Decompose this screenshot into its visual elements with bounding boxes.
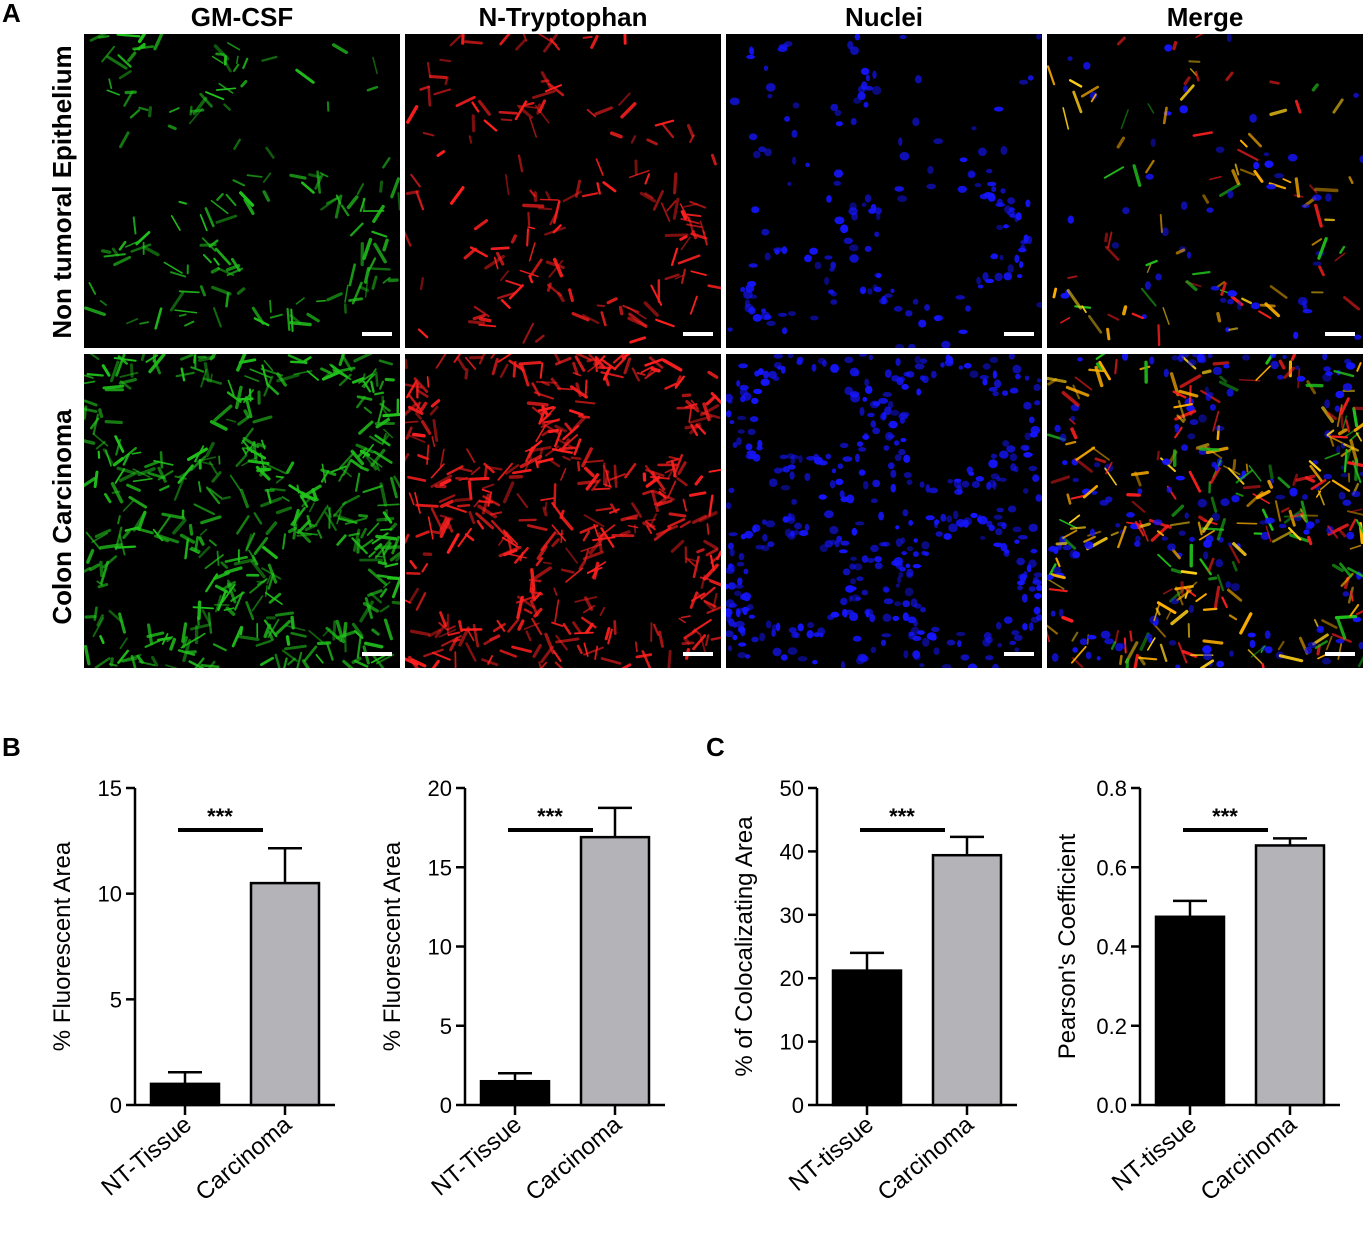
x-category-label: NT-tissue: [784, 1111, 879, 1197]
bar-0: [479, 1079, 551, 1107]
micrograph-nt-n-tryptophan: [405, 34, 721, 348]
significance-stars: ***: [889, 804, 915, 829]
x-category-label: NT-Tissue: [426, 1111, 526, 1201]
column-title-merge: Merge: [1166, 2, 1244, 32]
row-title-colon-carcinoma: Colon Carcinoma: [47, 409, 77, 625]
significance-stars: ***: [537, 804, 563, 829]
scale-bar: [362, 332, 392, 336]
y-tick-label: 0.4: [1096, 935, 1127, 960]
significance-stars: ***: [1212, 804, 1238, 829]
y-tick-label: 50: [780, 776, 804, 801]
micrograph-nt-gm-csf: [84, 34, 400, 348]
column-title-gm-csf: GM-CSF: [190, 2, 294, 32]
y-tick-label: 10: [98, 882, 122, 907]
x-category-label: Carcinoma: [191, 1110, 298, 1206]
micrograph-nt-merge: [1047, 34, 1363, 348]
y-axis-label: % Fluorescent Area: [379, 841, 406, 1051]
y-tick-label: 0.8: [1096, 776, 1127, 801]
bar-0: [149, 1082, 221, 1107]
x-category-label: Carcinoma: [1196, 1110, 1303, 1206]
bar-1: [579, 835, 651, 1107]
panel-label-a: A: [2, 0, 21, 28]
micrograph-ca-n-tryptophan: [405, 354, 721, 668]
x-category-label: Carcinoma: [521, 1110, 628, 1206]
scale-bar: [1325, 652, 1355, 656]
y-tick-label: 0: [792, 1093, 804, 1118]
panel-label-c: C: [706, 732, 725, 762]
micrograph-ca-merge: [1047, 354, 1363, 668]
bar-1: [931, 853, 1003, 1107]
x-category-label: NT-Tissue: [96, 1111, 196, 1201]
scale-bar: [1004, 332, 1034, 336]
y-tick-label: 0.0: [1096, 1093, 1127, 1118]
y-tick-label: 5: [440, 1014, 452, 1039]
y-tick-label: 0: [440, 1093, 452, 1118]
panel-label-b: B: [2, 732, 21, 762]
scale-bar: [1325, 332, 1355, 336]
y-tick-label: 30: [780, 903, 804, 928]
bar-1: [1254, 844, 1326, 1107]
y-tick-label: 10: [428, 935, 452, 960]
scale-bar: [683, 332, 713, 336]
y-axis-label: Pearson's Coefficient: [1054, 833, 1081, 1059]
y-tick-label: 5: [110, 987, 122, 1012]
micrograph-ca-gm-csf: [84, 354, 400, 668]
significance-stars: ***: [207, 804, 233, 829]
micrograph-nt-nuclei: [726, 34, 1042, 348]
y-tick-label: 20: [780, 966, 804, 991]
bar-0: [1154, 915, 1226, 1107]
y-tick-label: 15: [98, 776, 122, 801]
y-tick-label: 0.6: [1096, 855, 1127, 880]
scale-bar: [1004, 652, 1034, 656]
chart-colocalizing-area: % of Colocalizating Area 0 10 20 30 40 50 NT-ti…: [731, 776, 1017, 1206]
x-category-label: NT-tissue: [1107, 1111, 1202, 1197]
micrograph-ca-nuclei: [726, 354, 1042, 668]
chart-n-tryptophan-area: % Fluorescent Area 0 5 10 15 20 NT-TissueCarci…: [379, 776, 665, 1206]
column-title-nuclei: Nuclei: [844, 2, 924, 32]
y-tick-label: 0: [110, 1093, 122, 1118]
bar-1: [249, 881, 321, 1107]
y-tick-label: 10: [780, 1030, 804, 1055]
scale-bar: [683, 652, 713, 656]
chart-gm-csf-area: % Fluorescent Area 0 5 10 15 NT-TissueCarcino…: [49, 776, 335, 1206]
chart-pearson-coefficient: Pearson's Coefficient 0.0 0.2 0.4 0.6 0.8 NT-t…: [1054, 776, 1340, 1206]
scale-bar: [362, 652, 392, 656]
y-tick-label: 40: [780, 839, 804, 864]
x-category-label: Carcinoma: [873, 1110, 980, 1206]
row-title-non-tumoral: Non tumoral Epithelium: [47, 45, 77, 339]
y-tick-label: 20: [428, 776, 452, 801]
y-tick-label: 15: [428, 855, 452, 880]
y-axis-label: % Fluorescent Area: [49, 841, 76, 1051]
y-tick-label: 0.2: [1096, 1014, 1127, 1039]
y-axis-label: % of Colocalizating Area: [731, 816, 758, 1077]
column-title-n-tryptophan: N-Tryptophan: [478, 2, 648, 32]
bar-0: [831, 969, 903, 1107]
